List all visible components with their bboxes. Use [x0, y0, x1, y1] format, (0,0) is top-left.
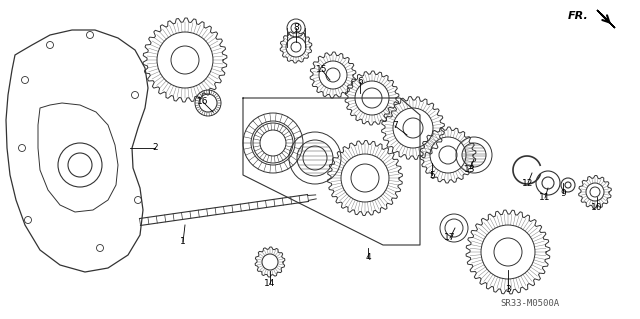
- Text: 6: 6: [357, 78, 363, 86]
- Text: 7: 7: [392, 122, 398, 130]
- Polygon shape: [597, 10, 615, 28]
- Text: 5: 5: [429, 170, 435, 180]
- Text: 12: 12: [522, 179, 534, 188]
- Text: 11: 11: [540, 194, 551, 203]
- Text: 16: 16: [197, 98, 209, 107]
- Text: 2: 2: [152, 144, 158, 152]
- Text: 3: 3: [505, 285, 511, 293]
- Text: 15: 15: [316, 65, 328, 75]
- Text: 4: 4: [365, 254, 371, 263]
- Text: 17: 17: [444, 234, 456, 242]
- Text: 14: 14: [264, 278, 276, 287]
- Text: SR33-M0500A: SR33-M0500A: [500, 300, 559, 308]
- Text: 1: 1: [180, 238, 186, 247]
- Text: 9: 9: [560, 189, 566, 197]
- Text: FR.: FR.: [568, 11, 589, 21]
- Text: 13: 13: [464, 165, 476, 174]
- Text: 8: 8: [293, 24, 299, 33]
- Text: 10: 10: [591, 203, 603, 211]
